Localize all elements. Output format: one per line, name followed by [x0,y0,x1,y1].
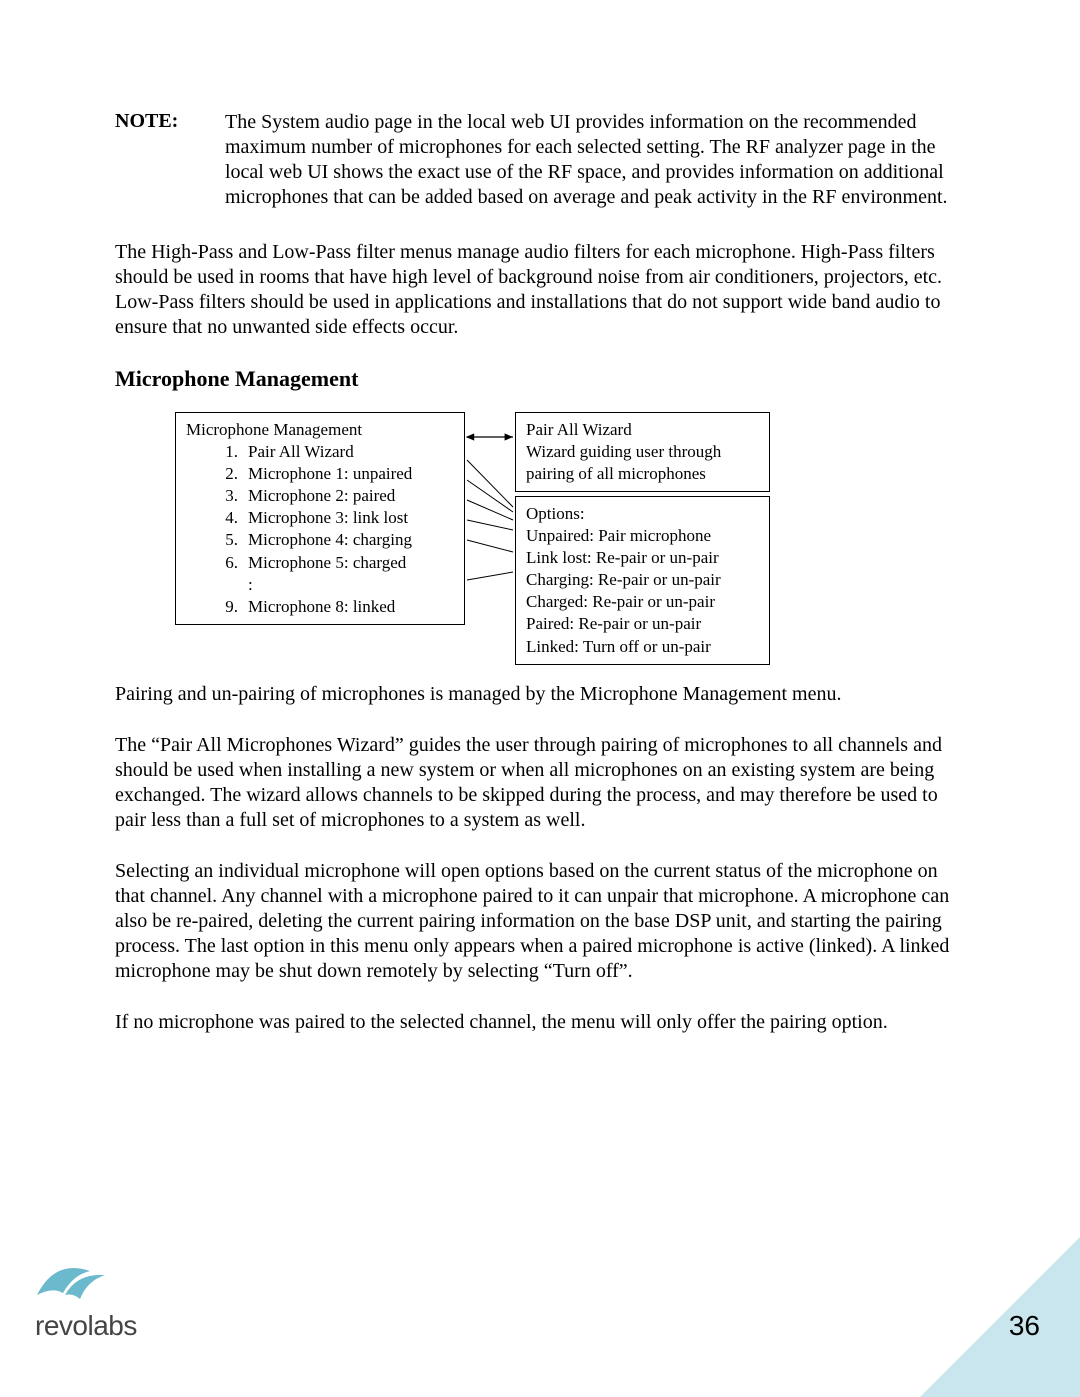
document-page: NOTE: The System audio page in the local… [0,0,1080,1035]
option-line: Unpaired: Pair microphone [526,525,759,547]
menu-item-text: Microphone 2: paired [248,485,454,507]
menu-item: 6. Microphone 5: charged [214,552,454,574]
note-block: NOTE: The System audio page in the local… [115,110,965,210]
options-lines: Unpaired: Pair microphoneLink lost: Re-p… [526,525,759,658]
paragraph-individual: Selecting an individual microphone will … [115,859,965,984]
menu-item: 3. Microphone 2: paired [214,485,454,507]
menu-item-text: Microphone 4: charging [248,529,454,551]
corner-triangle [920,1237,1080,1397]
option-line: Charged: Re-pair or un-pair [526,591,759,613]
paragraph-filters: The High-Pass and Low-Pass filter menus … [115,240,965,340]
menu-item-number [214,574,238,596]
menu-item: 4. Microphone 3: link lost [214,507,454,529]
menu-item-number: 2. [214,463,238,485]
wizard-title: Pair All Wizard [526,419,759,441]
logo-icon [35,1265,135,1305]
menu-item-text: : [248,574,454,596]
menu-list: 1. Pair All Wizard 2. Microphone 1: unpaire… [214,441,454,618]
page-number: 36 [1009,1310,1040,1342]
menu-item-number: 1. [214,441,238,463]
menu-item: 5. Microphone 4: charging [214,529,454,551]
logo-brand-2: labs [87,1310,136,1341]
menu-item-text: Microphone 3: link lost [248,507,454,529]
menu-diagram: Microphone Management 1.Pair All Wizard2… [115,412,965,642]
option-line: Linked: Turn off or un-pair [526,636,759,658]
menu-item-text: Microphone 5: charged [248,552,454,574]
page-footer: revolabs 36 [0,1227,1080,1397]
option-line: Paired: Re-pair or un-pair [526,613,759,635]
note-text: The System audio page in the local web U… [225,110,965,210]
brand-logo: revolabs [35,1265,137,1342]
logo-text: revolabs [35,1310,137,1342]
menu-item-number: 4. [214,507,238,529]
logo-brand-1: revo [35,1310,87,1341]
note-label: NOTE: [115,110,225,133]
option-line: Link lost: Re-pair or un-pair [526,547,759,569]
options-title: Options: [526,503,759,525]
diagram-box-wizard: Pair All Wizard Wizard guiding user thro… [515,412,770,492]
paragraph-wizard: The “Pair All Microphones Wizard” guides… [115,733,965,833]
menu-item: 2. Microphone 1: unpaired [214,463,454,485]
section-heading: Microphone Management [115,366,965,392]
diagram-box-options: Options: Unpaired: Pair microphoneLink l… [515,496,770,665]
menu-item-number: 6. [214,552,238,574]
paragraph-pairing-intro: Pairing and un-pairing of microphones is… [115,682,965,707]
menu-item: : [214,574,454,596]
diagram-box-menu: Microphone Management 1.Pair All Wizard2… [175,412,465,625]
wizard-desc: Wizard guiding user through pairing of a… [526,441,759,485]
paragraph-no-mic: If no microphone was paired to the selec… [115,1010,965,1035]
menu-item: 1. Pair All Wizard [214,441,454,463]
menu-title: Microphone Management [186,419,454,441]
menu-item-number: 9. [214,596,238,618]
menu-item-text: Pair All Wizard [248,441,454,463]
menu-item-number: 5. [214,529,238,551]
option-line: Charging: Re-pair or un-pair [526,569,759,591]
menu-item-number: 3. [214,485,238,507]
menu-item-text: Microphone 1: unpaired [248,463,454,485]
menu-item: 9. Microphone 8: linked [214,596,454,618]
menu-item-text: Microphone 8: linked [248,596,454,618]
